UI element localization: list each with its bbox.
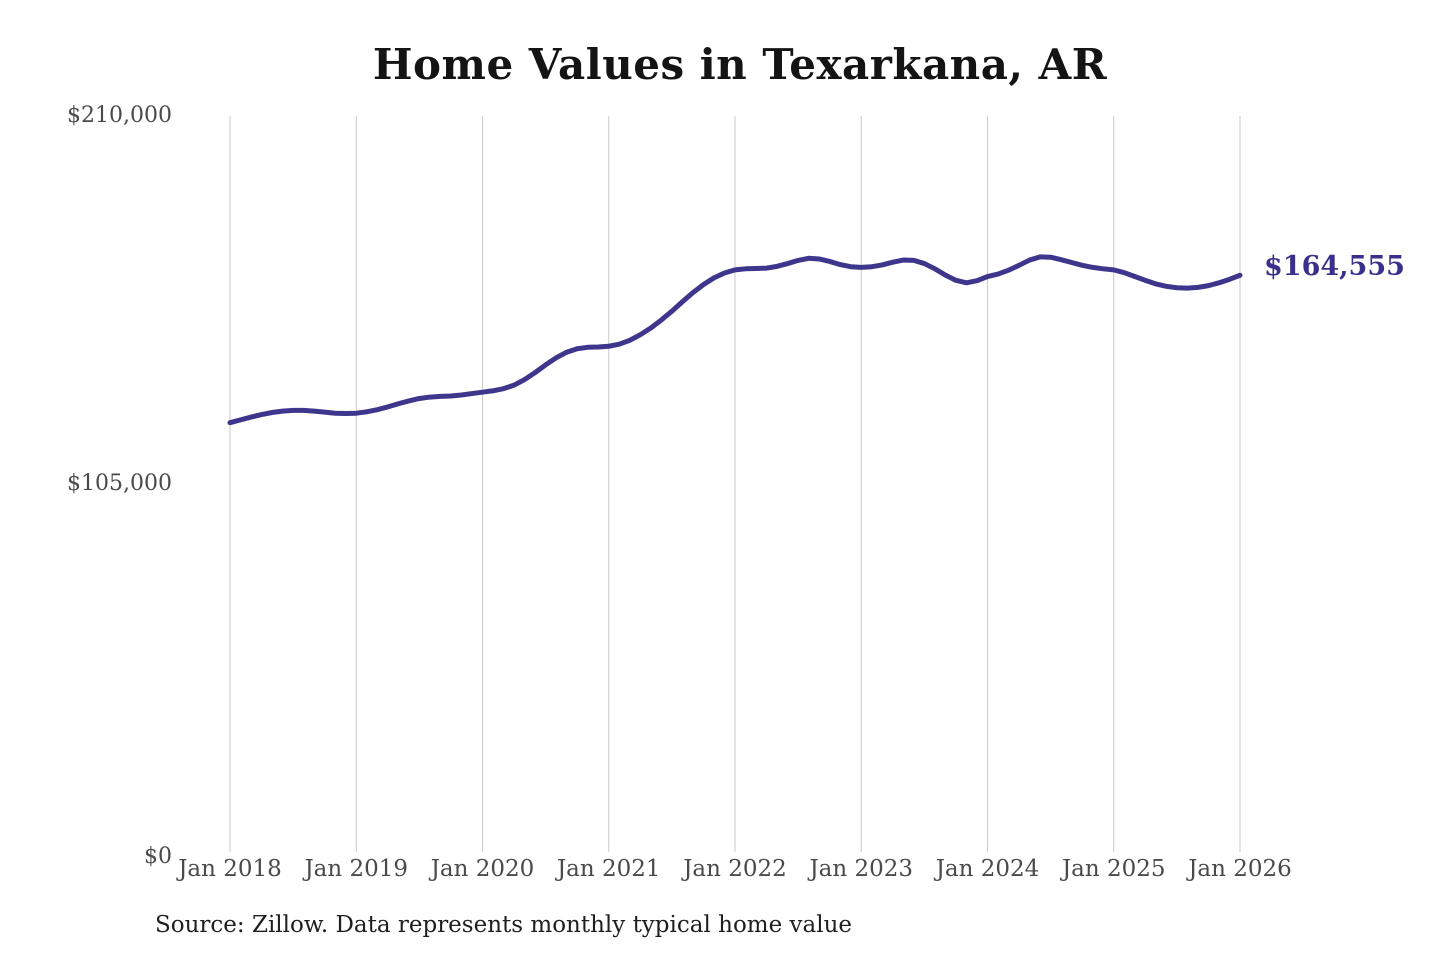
- source-note: Source: Zillow. Data represents monthly …: [155, 912, 853, 938]
- y-tick-label: $105,000: [67, 471, 172, 496]
- x-tick-label: Jan 2021: [556, 856, 661, 882]
- home-value-line: [227, 254, 1243, 426]
- chart-title: Home Values in Texarkana, AR: [372, 40, 1108, 89]
- y-tick-label: $0: [144, 844, 172, 869]
- x-tick-label: Jan 2020: [430, 856, 535, 882]
- x-tick-label: Jan 2024: [935, 856, 1040, 882]
- y-tick-label: $210,000: [67, 103, 172, 128]
- final-value-label: $164,555: [1264, 251, 1405, 283]
- x-tick-label: Jan 2022: [683, 856, 787, 882]
- x-tick-label: Jan 2023: [809, 856, 914, 882]
- gridlines: [229, 116, 1241, 852]
- x-tick-label: Jan 2019: [304, 856, 409, 882]
- x-tick-label: Jan 2026: [1188, 856, 1292, 882]
- x-tick-label: Jan 2025: [1061, 856, 1166, 882]
- x-tick-label: Jan 2018: [178, 856, 282, 882]
